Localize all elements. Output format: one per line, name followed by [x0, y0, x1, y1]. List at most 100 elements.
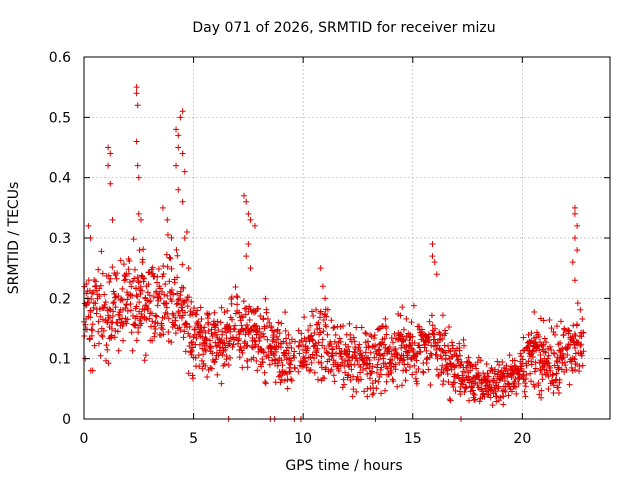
data-point — [171, 279, 178, 286]
data-point — [136, 299, 143, 306]
data-point — [139, 287, 146, 294]
data-point — [191, 305, 198, 312]
data-point — [258, 363, 265, 370]
data-point — [373, 350, 380, 357]
data-point — [130, 236, 137, 243]
data-point — [367, 349, 374, 356]
data-point — [205, 319, 212, 326]
data-point — [162, 281, 169, 288]
data-point — [545, 360, 552, 367]
data-point — [199, 365, 206, 372]
data-point — [329, 345, 336, 352]
data-point — [416, 323, 423, 330]
data-point — [400, 326, 407, 333]
data-point — [492, 382, 499, 389]
data-point — [523, 362, 530, 369]
data-point — [196, 363, 203, 370]
data-point — [481, 393, 488, 400]
data-point — [500, 393, 507, 400]
data-point — [572, 344, 579, 351]
data-point — [295, 368, 302, 375]
data-point — [301, 355, 308, 362]
data-point — [564, 345, 571, 352]
data-point — [107, 306, 114, 313]
data-point — [511, 357, 518, 364]
data-point — [243, 322, 250, 329]
data-point-spike — [247, 216, 254, 223]
data-point — [168, 234, 175, 241]
data-point-spike — [429, 241, 436, 248]
y-tick-label: 0.6 — [49, 50, 71, 66]
data-point — [423, 359, 430, 366]
data-point — [89, 327, 96, 334]
data-point — [110, 300, 117, 307]
data-point — [105, 272, 112, 279]
data-point — [250, 354, 257, 361]
data-point — [98, 332, 105, 339]
data-point — [474, 359, 481, 366]
data-point — [109, 319, 116, 326]
data-point — [195, 318, 202, 325]
data-point — [90, 304, 97, 311]
data-point — [282, 351, 289, 358]
data-point — [493, 379, 500, 386]
data-point — [174, 290, 181, 297]
data-point — [383, 378, 390, 385]
data-point — [261, 369, 268, 376]
y-tick-label: 0.5 — [49, 110, 71, 126]
data-point — [315, 339, 322, 346]
data-point — [353, 324, 360, 331]
data-point — [523, 371, 530, 378]
data-point — [254, 329, 261, 336]
data-point — [243, 305, 250, 312]
data-point — [307, 322, 314, 329]
data-point — [542, 349, 549, 356]
data-point — [192, 354, 199, 361]
data-point — [431, 336, 438, 343]
data-point — [225, 361, 232, 368]
data-point — [432, 325, 438, 332]
data-point — [551, 350, 558, 357]
data-point — [255, 305, 262, 312]
data-point — [284, 385, 291, 392]
data-point — [205, 327, 212, 334]
data-point — [108, 325, 115, 332]
data-point — [563, 366, 570, 373]
data-point — [438, 355, 445, 362]
data-point — [433, 351, 440, 358]
data-point — [250, 327, 257, 334]
data-point — [182, 348, 189, 355]
data-point — [119, 296, 126, 303]
data-points — [80, 84, 587, 422]
data-point — [317, 308, 324, 315]
data-point — [335, 367, 342, 374]
data-point — [214, 371, 221, 378]
data-point — [456, 345, 463, 351]
data-point — [197, 304, 204, 311]
data-point — [336, 335, 343, 342]
data-point — [218, 304, 225, 311]
data-point — [271, 328, 278, 335]
data-point — [239, 314, 246, 321]
data-point — [95, 328, 102, 335]
data-point — [128, 329, 135, 336]
data-point-spike — [173, 162, 180, 169]
data-point — [180, 285, 187, 292]
data-point — [574, 321, 581, 328]
data-point — [87, 314, 94, 321]
y-tick-label: 0.1 — [49, 352, 71, 368]
y-tick-label: 0.3 — [49, 231, 71, 247]
data-point — [536, 391, 543, 398]
data-point — [483, 360, 490, 367]
data-point-spike — [105, 144, 112, 151]
data-point — [131, 275, 138, 282]
data-point-spike — [135, 210, 142, 217]
data-point — [574, 300, 581, 307]
data-point — [473, 365, 480, 372]
data-point — [375, 378, 382, 385]
data-point — [365, 344, 372, 351]
data-point — [282, 309, 289, 316]
data-point-spike — [243, 253, 250, 260]
data-point — [545, 386, 552, 393]
data-point — [445, 378, 452, 385]
